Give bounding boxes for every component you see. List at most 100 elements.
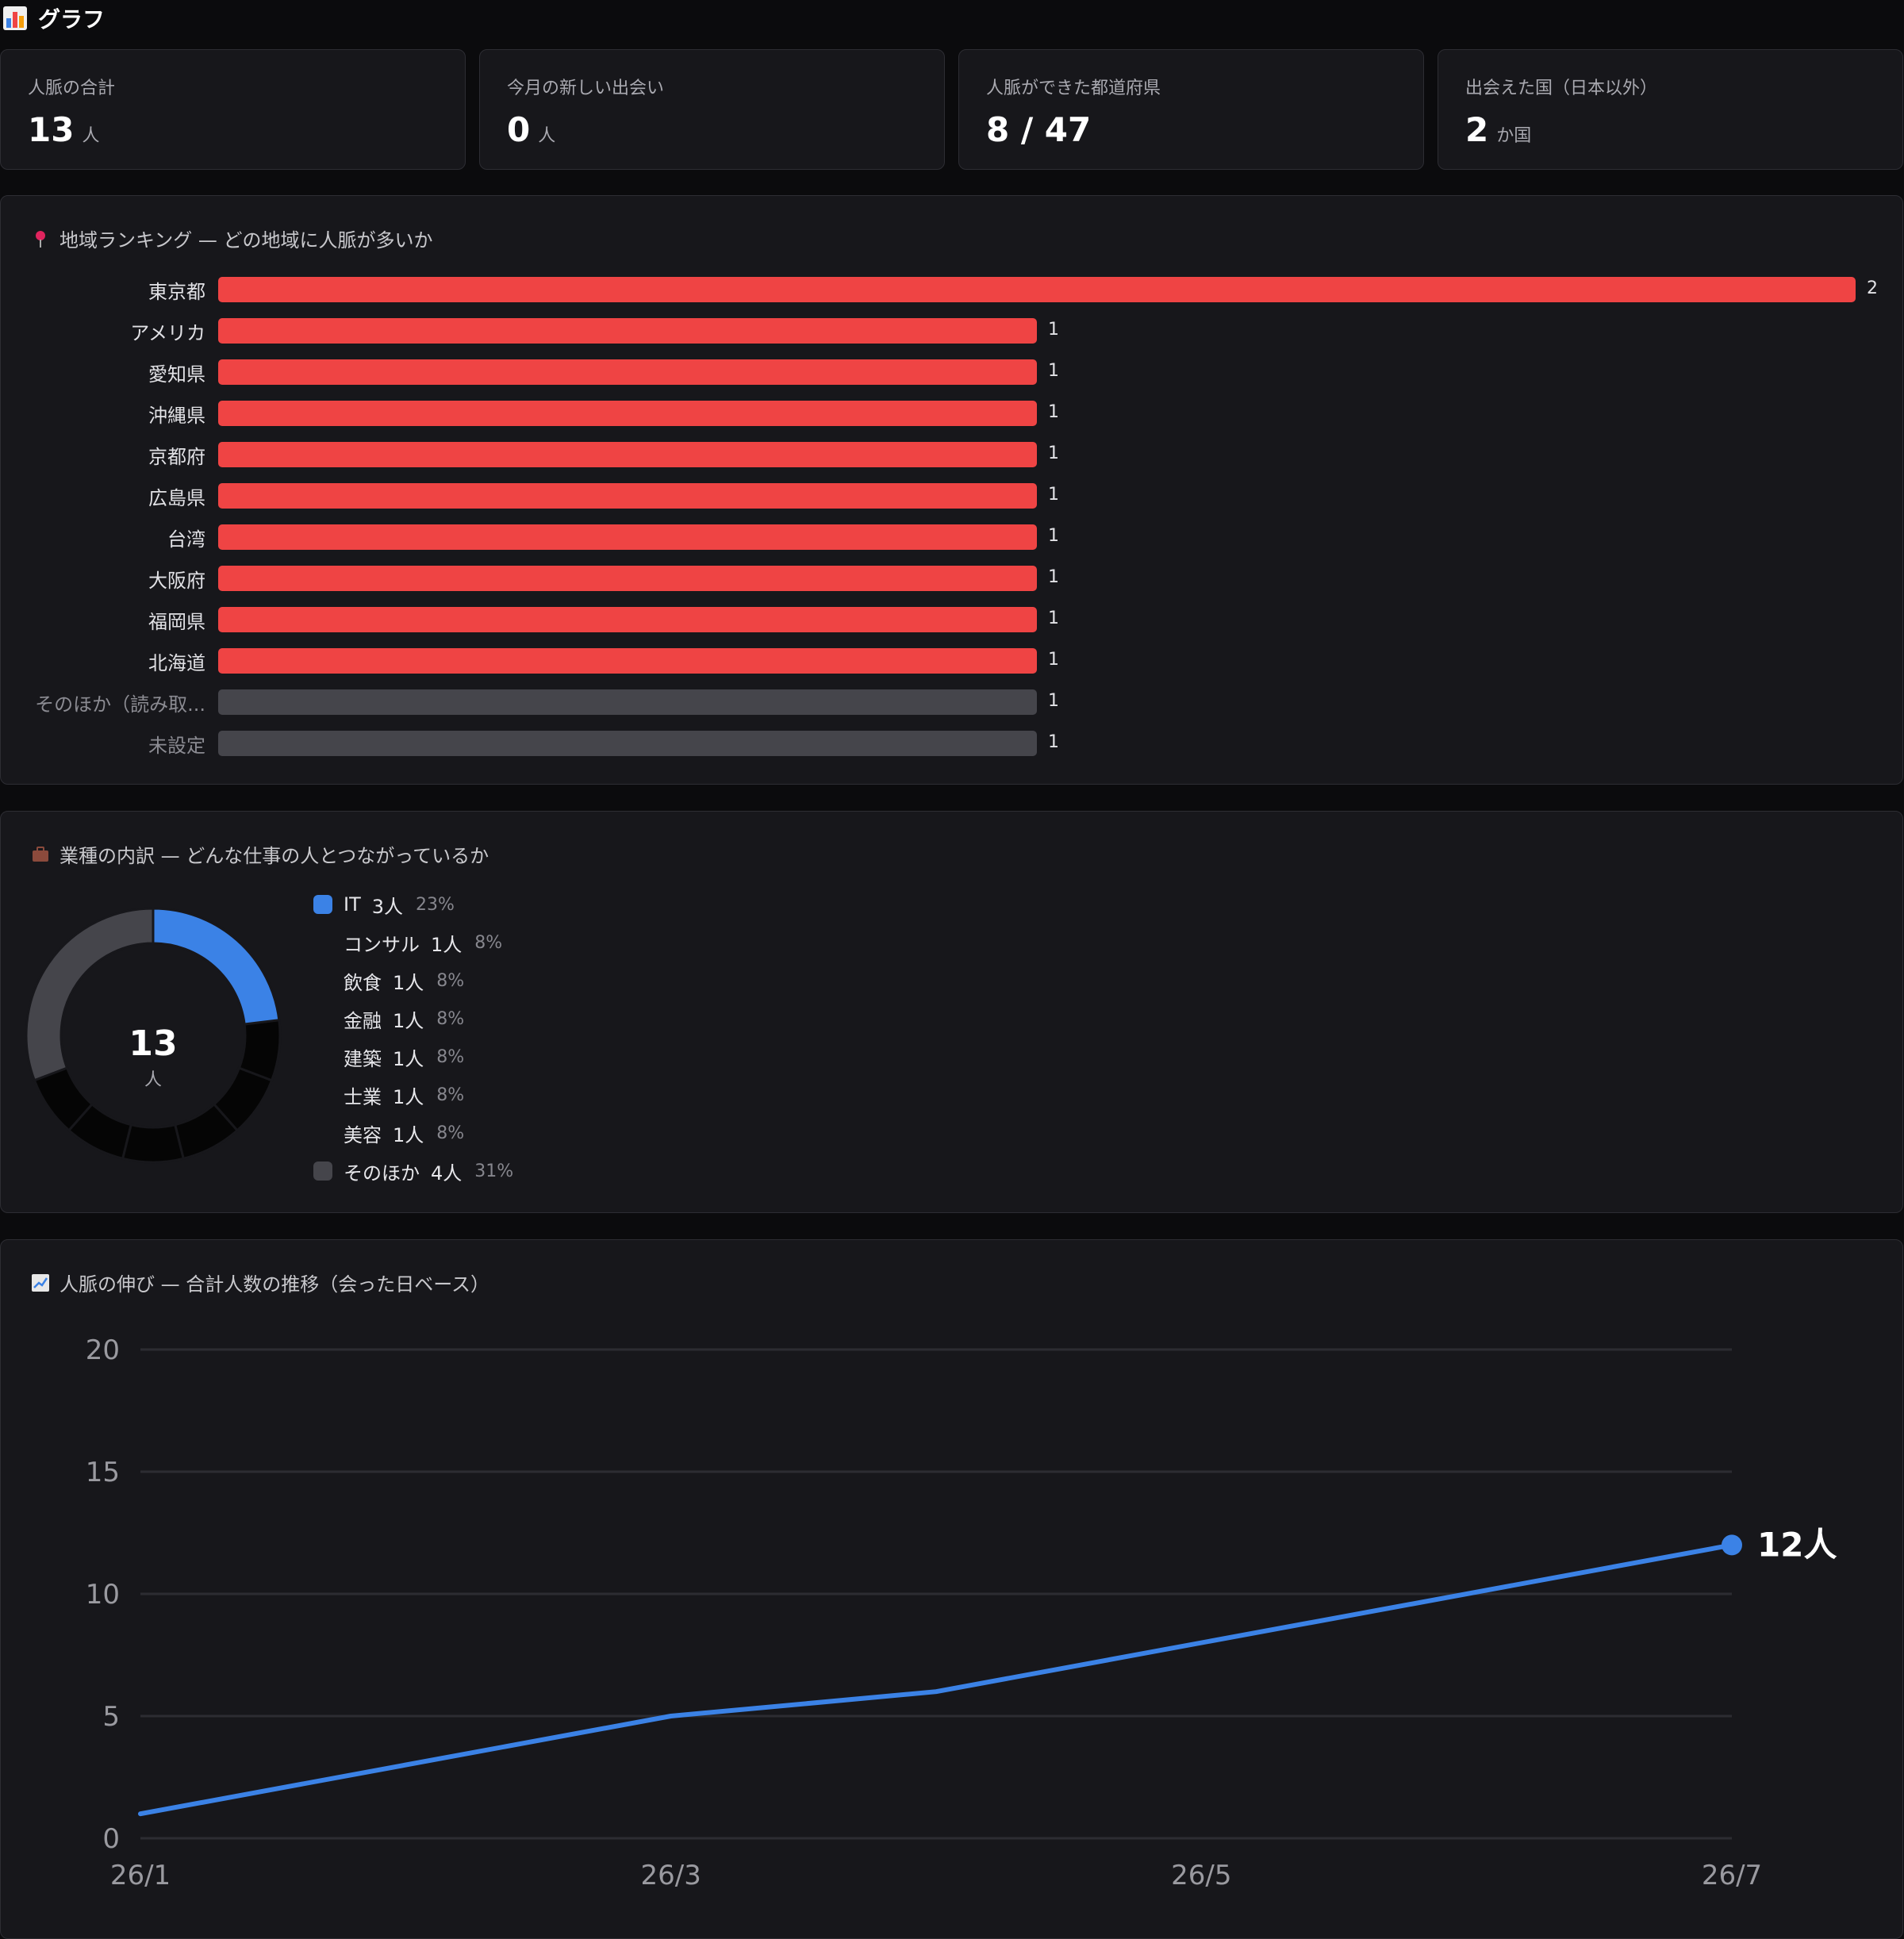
region-bar	[218, 689, 1037, 715]
region-bar-label: 東京都	[148, 281, 205, 303]
donut-slice	[121, 1123, 186, 1164]
pin-icon	[31, 229, 50, 248]
series-end-point	[1722, 1534, 1742, 1556]
legend-label: コンサル	[344, 933, 420, 956]
legend-label: 金融	[344, 1009, 382, 1032]
legend-count: 1人	[393, 971, 424, 994]
region-bar	[218, 648, 1037, 674]
legend-swatch	[313, 1009, 332, 1028]
legend-label: 美容	[344, 1123, 382, 1146]
stat-card-prefectures: 人脈ができた都道府県 8 / 47	[958, 49, 1424, 170]
chart-increasing-icon	[31, 1273, 50, 1292]
legend-swatch	[313, 1085, 332, 1104]
region-bar	[218, 359, 1037, 385]
legend-pct: 8%	[474, 932, 503, 953]
end-value-label: 12人	[1757, 1525, 1837, 1564]
stat-label: 人脈ができた都道府県	[986, 79, 1161, 98]
region-bar-label: 北海道	[148, 652, 205, 674]
y-tick-label: 20	[86, 1334, 120, 1366]
x-tick-label: 26/5	[1171, 1860, 1231, 1891]
stat-value: 2	[1465, 110, 1489, 149]
legend-item: 士業 1人 8%	[313, 1081, 464, 1108]
region-bar-label: 未設定	[148, 735, 205, 757]
briefcase-icon	[31, 845, 50, 864]
legend-item: 金融 1人 8%	[313, 1005, 464, 1032]
growth-line-chart: 0 5 10 15 20 26/1 26/3 26/5 26/7 12人	[86, 1334, 1837, 1891]
donut-center-unit: 人	[144, 1070, 162, 1090]
page-title: グラフ	[38, 6, 106, 33]
region-bar	[218, 401, 1037, 426]
donut-slice	[212, 1066, 274, 1132]
region-bar-label: そのほか（読み取...	[35, 693, 205, 716]
y-tick-label: 0	[102, 1823, 120, 1855]
legend-label: IT	[344, 893, 361, 916]
stat-value: 13	[28, 110, 75, 149]
region-bar-value: 2	[1867, 278, 1878, 298]
industry-breakdown-card: 業種の内訳 — どんな仕事の人とつながっているか 13 人 IT 3人 23% コンサ…	[0, 811, 1903, 1213]
legend-swatch	[313, 1123, 332, 1142]
stat-value: 8 / 47	[986, 110, 1092, 149]
region-bar-value: 1	[1048, 691, 1059, 711]
region-bar-label: 大阪府	[148, 570, 205, 592]
legend-pct: 8%	[436, 1123, 465, 1143]
legend-item: コンサル 1人 8%	[313, 929, 502, 956]
legend-swatch	[313, 895, 332, 914]
section-title-text: 地域ランキング — どの地域に人脈が多いか	[60, 229, 433, 251]
x-tick-label: 26/7	[1702, 1860, 1762, 1891]
region-bar	[218, 566, 1037, 591]
region-bar-label: 沖縄県	[148, 405, 205, 427]
stat-card-new-this-month: 今月の新しい出会い 0 人	[479, 49, 945, 170]
legend-pct: 8%	[436, 1046, 465, 1067]
stat-label: 出会えた国（日本以外）	[1465, 79, 1658, 98]
donut-center-value: 13	[129, 1023, 177, 1064]
legend-label: そのほか	[344, 1161, 420, 1185]
y-tick-label: 10	[86, 1579, 120, 1611]
region-bar-value: 1	[1048, 526, 1059, 546]
legend-count: 4人	[431, 1161, 463, 1185]
region-bar	[218, 524, 1037, 550]
donut-slice	[237, 1019, 282, 1082]
region-bar-label: 京都府	[148, 446, 205, 468]
donut-slice	[25, 907, 155, 1082]
legend-swatch	[313, 1047, 332, 1066]
region-ranking-card: 地域ランキング — どの地域に人脈が多いか 東京都 2 アメリカ 1 愛知県 1 沖縄県 1 京…	[0, 195, 1903, 785]
legend-pct: 8%	[436, 1085, 465, 1105]
region-bar-value: 1	[1048, 732, 1059, 752]
industry-donut-chart: 13 人	[25, 907, 282, 1164]
legend-count: 1人	[393, 1047, 424, 1070]
region-bar-value: 1	[1048, 567, 1059, 587]
stat-label: 人脈の合計	[28, 79, 116, 98]
legend-label: 飲食	[344, 971, 382, 994]
region-bar	[218, 483, 1037, 509]
page-header: グラフ	[0, 0, 1904, 36]
region-bar-value: 1	[1048, 650, 1059, 670]
legend-label: 士業	[344, 1085, 382, 1108]
x-tick-label: 26/1	[110, 1860, 171, 1891]
region-bar-value: 1	[1048, 402, 1059, 422]
stat-label: 今月の新しい出会い	[507, 79, 665, 98]
stat-card-countries: 出会えた国（日本以外） 2 か国	[1438, 49, 1903, 170]
legend-item: 建築 1人 8%	[313, 1043, 464, 1070]
donut-slice	[152, 907, 281, 1026]
legend-pct: 8%	[436, 970, 465, 991]
y-tick-label: 15	[86, 1457, 120, 1488]
bar-chart-icon	[3, 6, 27, 30]
donut-slice	[67, 1102, 133, 1161]
x-tick-label: 26/3	[640, 1860, 701, 1891]
region-bar-label: 台湾	[167, 528, 205, 551]
stat-unit: か国	[1496, 126, 1532, 146]
y-tick-label: 5	[102, 1701, 120, 1733]
region-bar-value: 1	[1048, 485, 1059, 505]
legend-item: 飲食 1人 8%	[313, 967, 464, 994]
legend-label: 建築	[344, 1047, 382, 1070]
donut-slice	[33, 1066, 94, 1132]
section-title-text: 人脈の伸び — 合計人数の推移（会った日ベース）	[60, 1273, 490, 1296]
stat-unit: 人	[82, 126, 100, 146]
legend-count: 1人	[393, 1123, 424, 1146]
stat-card-total: 人脈の合計 13 人	[0, 49, 466, 170]
donut-slice	[173, 1102, 240, 1161]
region-bar	[218, 442, 1037, 467]
stat-value: 0	[507, 110, 531, 149]
legend-item: IT 3人 23%	[313, 891, 455, 918]
region-bar	[218, 318, 1037, 344]
